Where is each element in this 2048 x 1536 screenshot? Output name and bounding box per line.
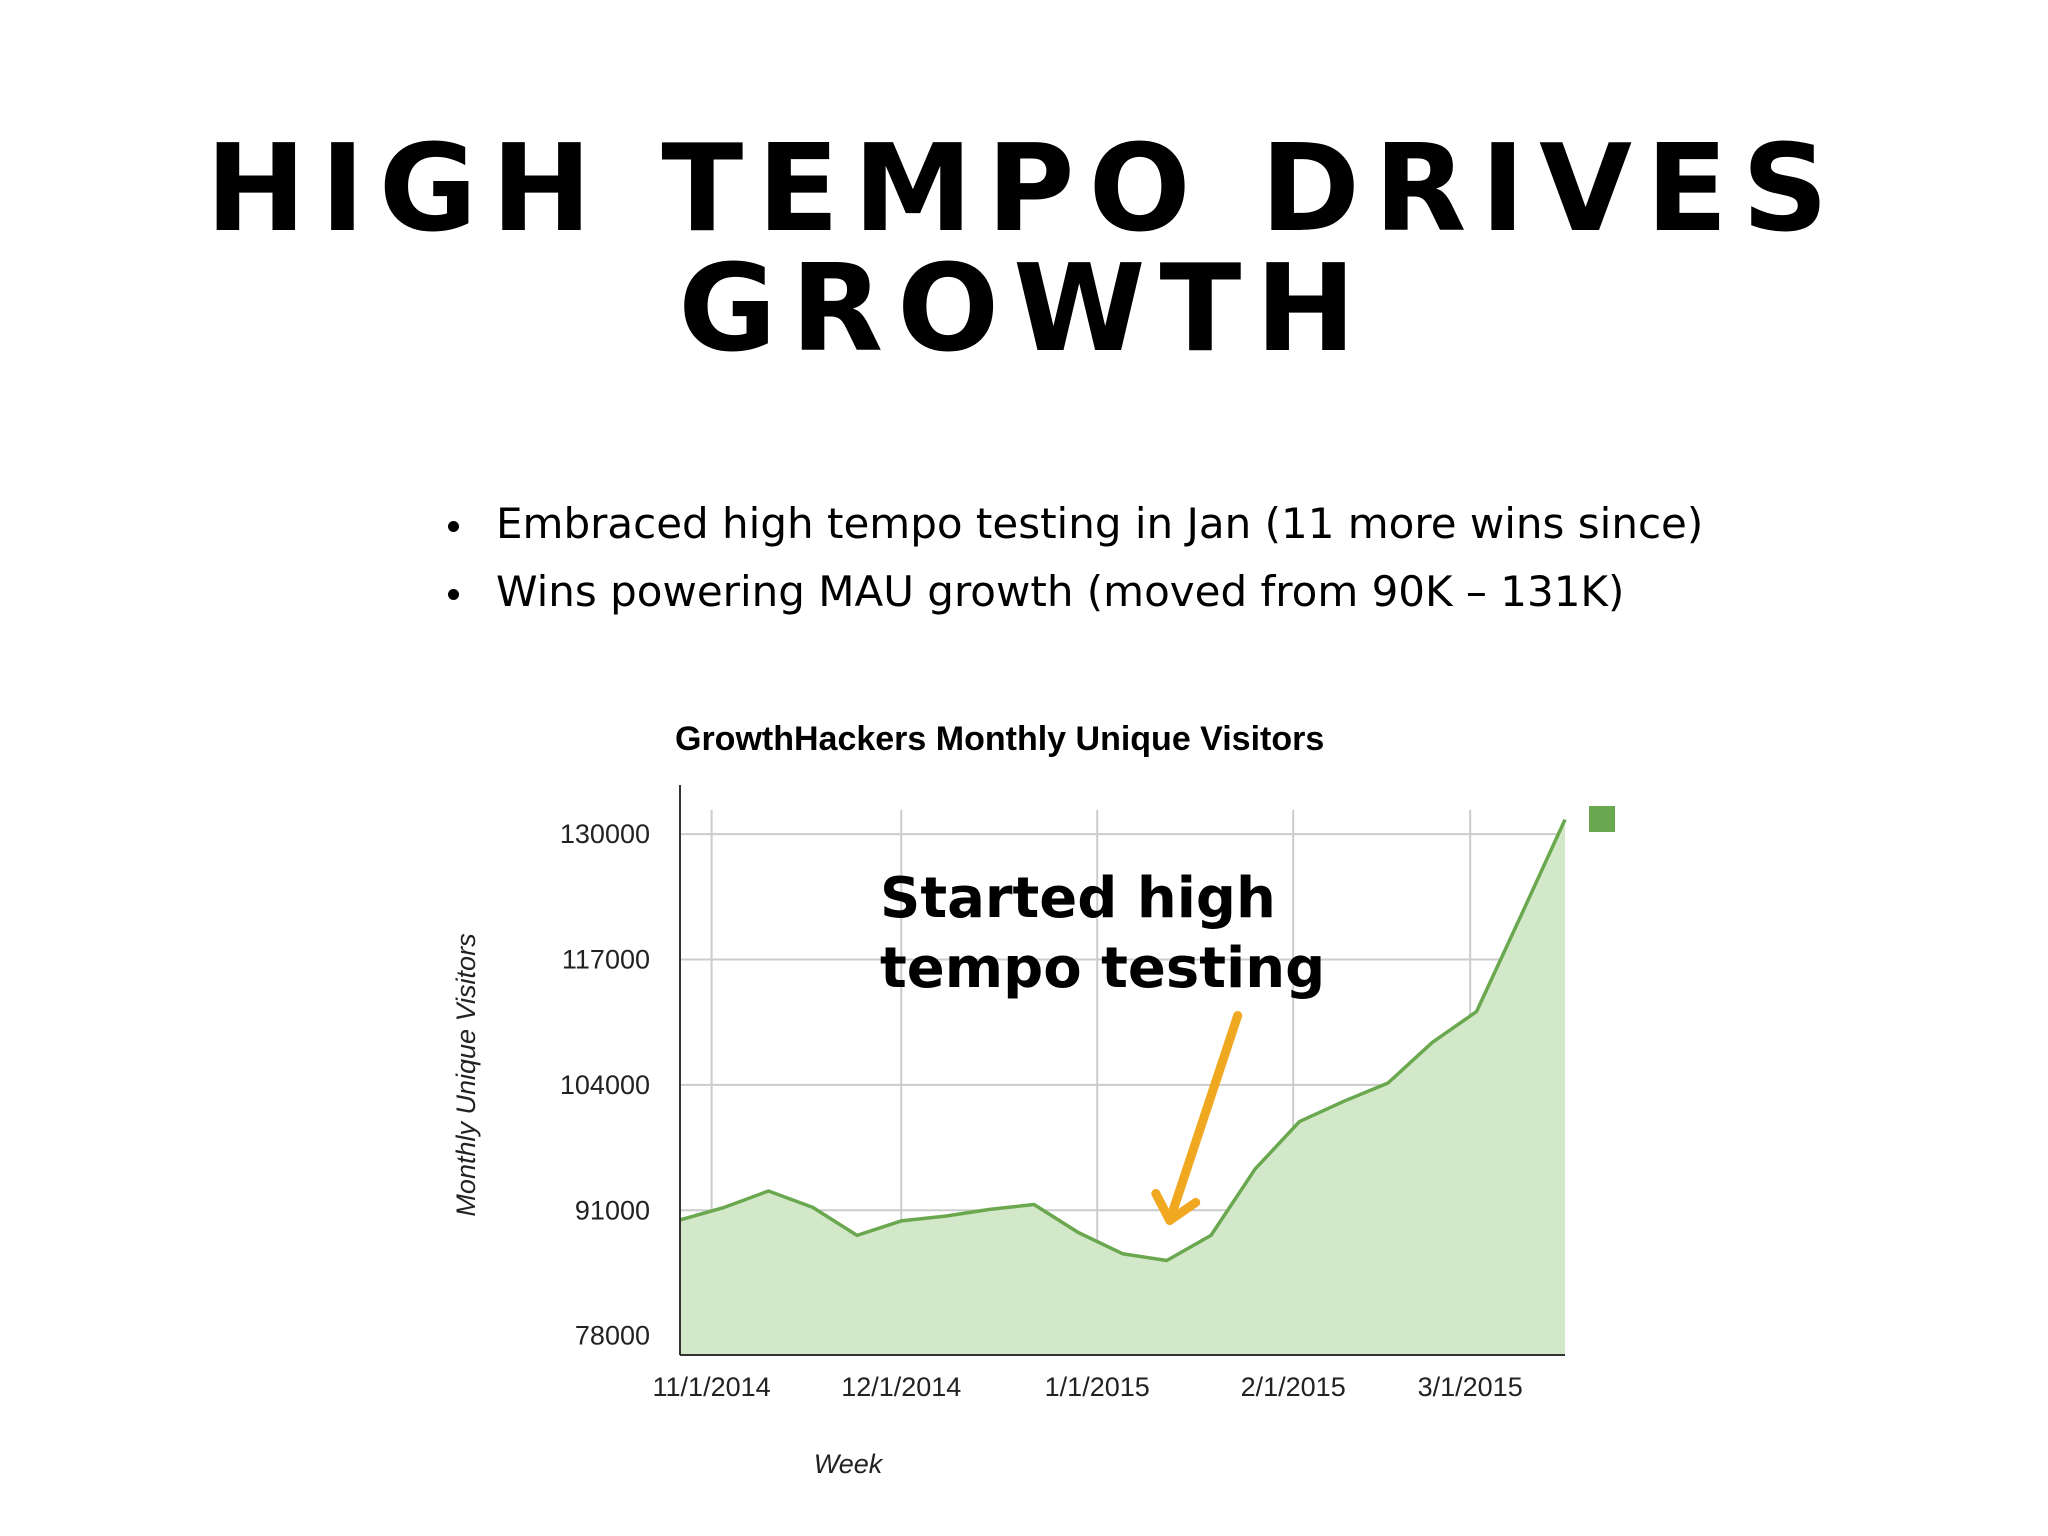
y-tick-label: 104000 [560, 1070, 650, 1100]
x-axis-ticks: 11/1/2014 12/1/2014 1/1/2015 2/1/2015 3/1/20… [653, 1372, 1523, 1402]
y-tick-label: 130000 [560, 819, 650, 849]
slide-title: HIGH TEMPO DRIVES GROWTH [0, 130, 2048, 370]
slide-title-line-1: HIGH TEMPO DRIVES [205, 120, 1843, 259]
annotation-arrow-head [1151, 1188, 1201, 1225]
annotation-line-2: tempo testing [880, 936, 1325, 1001]
bullet-item: Embraced high tempo testing in Jan (11 m… [440, 490, 1703, 558]
series-line [679, 818, 1567, 1263]
y-tick-label: 91000 [575, 1195, 650, 1225]
x-tick-label: 3/1/2015 [1418, 1372, 1523, 1402]
visitors-area-chart: GrowthHackers Monthly Unique Visitors 78… [451, 720, 1615, 1479]
y-tick-label: 117000 [562, 945, 650, 975]
y-axis-label: Monthly Unique Visitors [451, 933, 481, 1216]
x-tick-label: 12/1/2014 [841, 1372, 961, 1402]
y-tick-label: 78000 [575, 1321, 650, 1351]
chart-title: GrowthHackers Monthly Unique Visitors [675, 720, 1324, 758]
chart-axes [679, 785, 1565, 1356]
annotation: Started high tempo testing [880, 866, 1325, 1225]
x-tick-label: 1/1/2015 [1045, 1372, 1150, 1402]
x-tick-label: 11/1/2014 [653, 1372, 771, 1402]
slide-title-line-2: GROWTH [678, 240, 1370, 379]
bullet-item: Wins powering MAU growth (moved from 90K… [440, 558, 1703, 626]
y-axis-ticks: 78000 91000 104000 117000 130000 [560, 819, 650, 1351]
annotation-arrow-shaft [1165, 1010, 1243, 1225]
x-tick-label: 2/1/2015 [1241, 1372, 1346, 1402]
annotation-line-1: Started high [880, 866, 1276, 931]
x-axis-label: Week [814, 1449, 884, 1479]
legend-swatch [1589, 806, 1615, 832]
bullet-list: Embraced high tempo testing in Jan (11 m… [440, 490, 1703, 626]
